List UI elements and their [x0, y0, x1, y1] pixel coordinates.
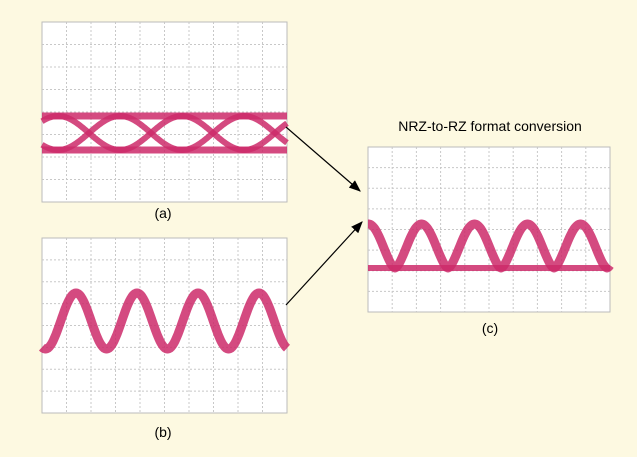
panel-label: (b) [154, 424, 171, 440]
arrow [285, 126, 361, 192]
title: NRZ-to-RZ format conversion [398, 118, 582, 134]
waveform [40, 113, 289, 153]
panel-label: (c) [482, 320, 498, 336]
waveform [40, 113, 289, 153]
panels [38, 21, 614, 414]
arrow [285, 221, 363, 306]
panel-label: (a) [154, 205, 171, 221]
waveform [38, 288, 291, 354]
waveform [364, 219, 614, 273]
